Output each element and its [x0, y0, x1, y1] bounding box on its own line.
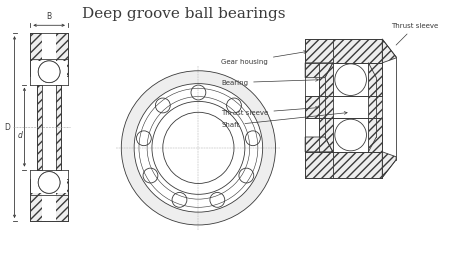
Bar [319, 63, 333, 96]
Polygon shape [382, 39, 396, 63]
Circle shape [152, 101, 245, 194]
Circle shape [38, 61, 60, 83]
Circle shape [172, 192, 187, 207]
Bar [369, 63, 382, 96]
Bar [305, 152, 333, 177]
Circle shape [38, 172, 60, 193]
Polygon shape [305, 63, 333, 78]
Text: Gear housing: Gear housing [221, 51, 306, 65]
Bar [333, 96, 369, 118]
Bar [319, 96, 337, 118]
Text: Shaft: Shaft [221, 112, 347, 128]
Circle shape [191, 85, 206, 100]
Bar [37, 85, 61, 170]
Text: d: d [18, 130, 22, 140]
Bar [30, 33, 68, 76]
Bar [305, 39, 333, 65]
Circle shape [38, 61, 60, 83]
Bar [32, 61, 67, 83]
Circle shape [239, 168, 254, 183]
Circle shape [143, 168, 158, 183]
Polygon shape [382, 152, 396, 177]
Bar [333, 63, 369, 96]
Circle shape [335, 119, 366, 151]
Bar [333, 39, 382, 63]
Circle shape [38, 172, 60, 193]
Circle shape [122, 71, 275, 225]
Circle shape [155, 98, 170, 113]
Bar [369, 118, 382, 152]
Text: Bearing: Bearing [221, 78, 319, 86]
Text: Deep groove ball bearings: Deep groove ball bearings [82, 7, 285, 21]
Text: B: B [46, 12, 52, 21]
Bar [319, 118, 333, 152]
Bar [32, 172, 67, 193]
Text: Thrust sleeve: Thrust sleeve [221, 106, 319, 116]
Bar [333, 152, 382, 177]
Circle shape [246, 131, 261, 146]
Bar [364, 96, 382, 118]
Circle shape [134, 84, 263, 212]
Bar [30, 179, 68, 221]
Text: D: D [4, 123, 11, 132]
Circle shape [226, 98, 241, 113]
Bar [333, 118, 369, 152]
Circle shape [335, 64, 366, 96]
Bar [42, 33, 56, 221]
Polygon shape [325, 63, 376, 152]
Polygon shape [305, 137, 333, 152]
Circle shape [163, 112, 234, 183]
Bar [305, 96, 333, 118]
Text: Thrust sleeve: Thrust sleeve [391, 23, 438, 45]
Circle shape [210, 192, 225, 207]
Circle shape [136, 131, 151, 146]
